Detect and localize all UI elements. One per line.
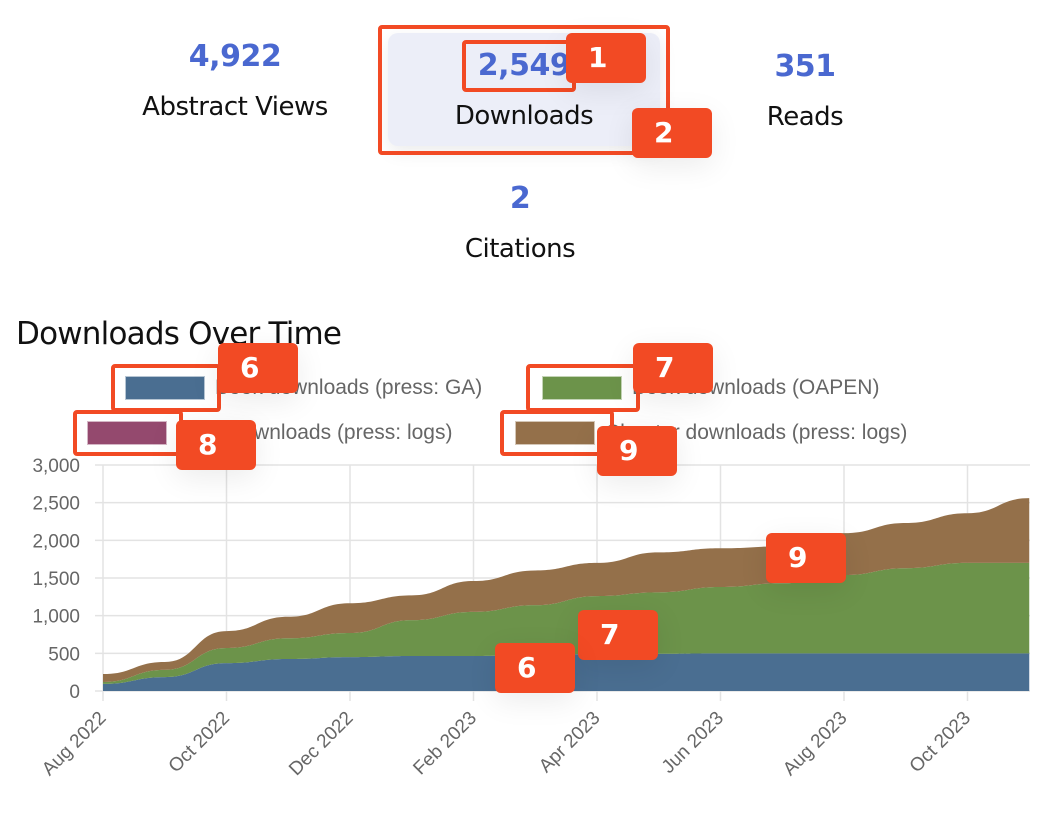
reads-label: Reads: [766, 102, 844, 132]
svg-text:2,500: 2,500: [32, 494, 80, 515]
legend-item-chapter-logs[interactable]: Chapter downloads (press: logs): [515, 421, 907, 445]
x-axis: Aug 2022 Oct 2022 Dec 2022 Feb 2023 Apr 2023…: [38, 708, 975, 780]
svg-text:1,500: 1,500: [32, 569, 80, 590]
citations-label: Citations: [464, 234, 576, 264]
marker-tag-7-chart: 7: [578, 610, 658, 660]
svg-text:Jun 2023: Jun 2023: [658, 708, 728, 778]
legend-swatch-chapter-logs: [515, 421, 595, 445]
marker-tag-1: 1: [566, 33, 646, 83]
downloads-label: Downloads: [454, 101, 594, 131]
legend-item-book-ga[interactable]: Book downloads (press: GA): [125, 376, 482, 400]
marker-tag-8: 8: [176, 420, 256, 470]
legend-swatch-book-logs: [87, 421, 167, 445]
downloads-count: 2,549: [477, 48, 571, 83]
svg-text:0: 0: [69, 682, 80, 703]
legend-label: Chapter downloads (press: logs): [605, 421, 908, 444]
svg-text:Aug 2023: Aug 2023: [779, 708, 851, 780]
svg-text:Feb 2023: Feb 2023: [409, 708, 481, 780]
marker-tag-6-chart: 6: [495, 643, 575, 693]
svg-text:Oct 2023: Oct 2023: [906, 708, 975, 777]
legend-item-book-oapen[interactable]: Book downloads (OAPEN): [542, 376, 879, 400]
reads-count: 351: [774, 49, 836, 84]
svg-text:Apr 2023: Apr 2023: [535, 708, 604, 777]
svg-text:Aug 2022: Aug 2022: [38, 708, 110, 780]
svg-text:2,000: 2,000: [32, 531, 80, 552]
svg-text:3,000: 3,000: [32, 456, 80, 477]
marker-tag-6: 6: [218, 343, 298, 393]
citations-count: 2: [509, 181, 531, 216]
stat-reads: 351 Reads: [740, 49, 870, 132]
svg-text:Dec 2022: Dec 2022: [285, 708, 357, 780]
svg-text:500: 500: [48, 644, 80, 665]
marker-tag-9: 9: [597, 426, 677, 476]
abstract-views-count: 4,922: [188, 39, 282, 74]
abstract-views-label: Abstract Views: [142, 92, 328, 122]
marker-tag-2: 2: [632, 108, 712, 158]
legend-swatch-book-ga: [125, 376, 205, 400]
legend-item-book-logs[interactable]: Book downloads (press: logs): [87, 421, 452, 445]
svg-text:Oct 2022: Oct 2022: [165, 708, 234, 777]
marker-tag-9-chart: 9: [766, 533, 846, 583]
svg-text:1,000: 1,000: [32, 607, 80, 628]
downloads-area-chart[interactable]: 0 500 1,000 1,500 2,000 2,500 3,000 Aug 2022 Oc…: [0, 450, 1040, 832]
stat-citations: 2 Citations: [440, 181, 600, 264]
y-axis: 0 500 1,000 1,500 2,000 2,500 3,000: [32, 456, 80, 703]
legend-swatch-book-oapen: [542, 376, 622, 400]
marker-tag-7: 7: [633, 343, 713, 393]
stat-abstract-views: 4,922 Abstract Views: [130, 39, 340, 122]
